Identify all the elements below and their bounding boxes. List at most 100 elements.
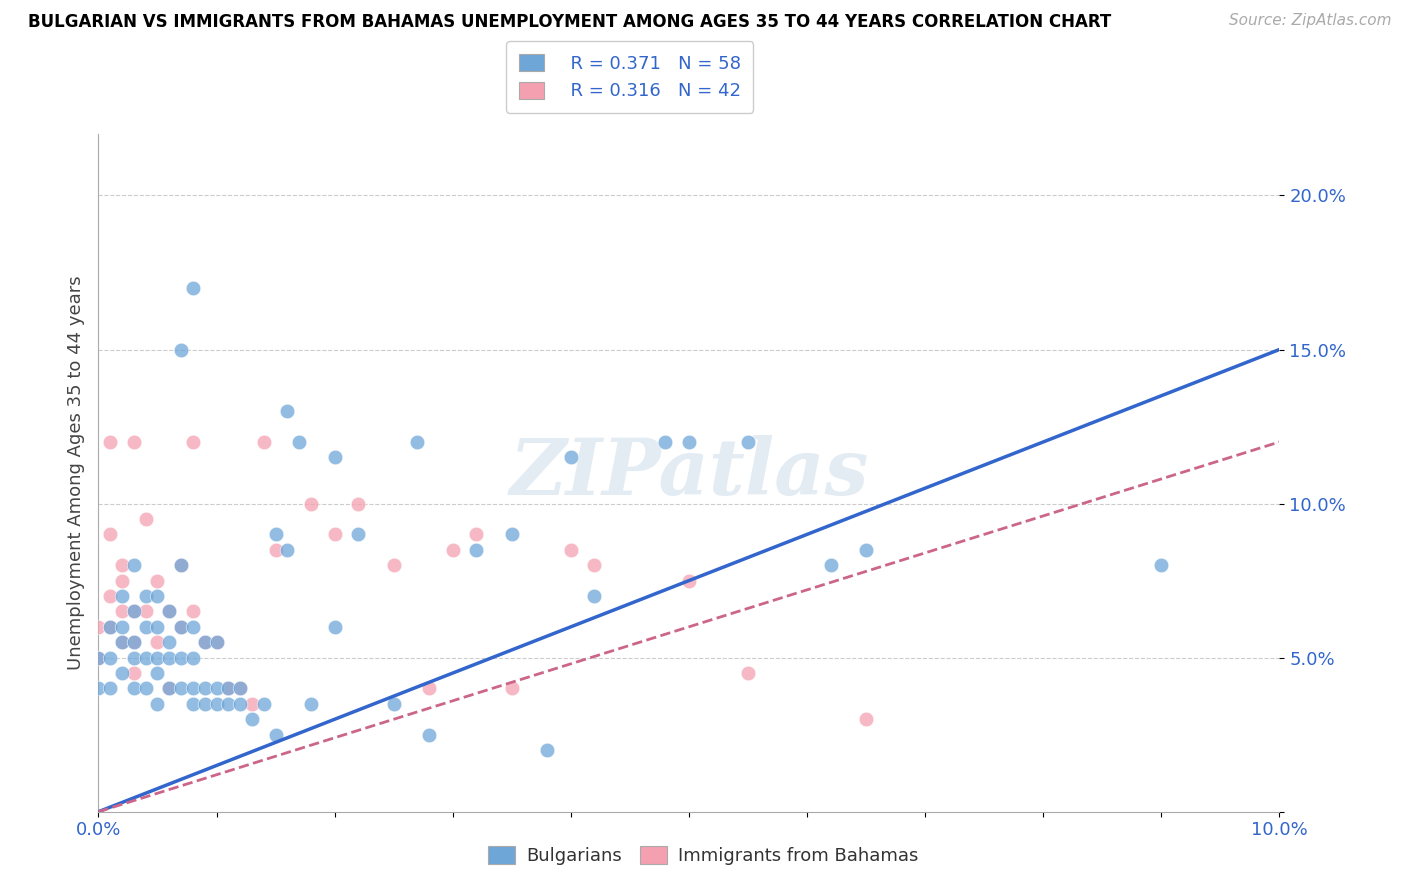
Point — [122, 604, 145, 618]
Point — [181, 604, 204, 618]
Point — [98, 589, 121, 603]
Point — [560, 542, 582, 557]
Point — [382, 558, 405, 573]
Point — [583, 558, 606, 573]
Point — [406, 434, 429, 449]
Point — [181, 650, 204, 665]
Point — [347, 527, 370, 541]
Point — [217, 681, 239, 696]
Point — [157, 635, 180, 649]
Point — [229, 697, 252, 711]
Point — [418, 728, 440, 742]
Point — [560, 450, 582, 465]
Point — [170, 681, 193, 696]
Point — [146, 620, 169, 634]
Point — [146, 589, 169, 603]
Point — [737, 434, 759, 449]
Point — [323, 450, 346, 465]
Point — [122, 681, 145, 696]
Point — [122, 434, 145, 449]
Point — [122, 635, 145, 649]
Point — [217, 697, 239, 711]
Point — [87, 650, 110, 665]
Point — [1150, 558, 1173, 573]
Point — [170, 620, 193, 634]
Point — [323, 620, 346, 634]
Y-axis label: Unemployment Among Ages 35 to 44 years: Unemployment Among Ages 35 to 44 years — [66, 276, 84, 670]
Point — [157, 681, 180, 696]
Point — [111, 558, 134, 573]
Point — [122, 635, 145, 649]
Point — [146, 650, 169, 665]
Point — [181, 620, 204, 634]
Point — [146, 574, 169, 588]
Point — [194, 681, 217, 696]
Point — [170, 558, 193, 573]
Point — [465, 527, 488, 541]
Point — [170, 558, 193, 573]
Point — [194, 635, 217, 649]
Text: BULGARIAN VS IMMIGRANTS FROM BAHAMAS UNEMPLOYMENT AMONG AGES 35 TO 44 YEARS CORR: BULGARIAN VS IMMIGRANTS FROM BAHAMAS UNE… — [28, 13, 1111, 31]
Point — [323, 527, 346, 541]
Point — [299, 497, 322, 511]
Point — [111, 620, 134, 634]
Point — [737, 666, 759, 681]
Point — [418, 681, 440, 696]
Point — [146, 697, 169, 711]
Point — [194, 697, 217, 711]
Point — [347, 497, 370, 511]
Point — [181, 697, 204, 711]
Point — [194, 635, 217, 649]
Point — [135, 681, 157, 696]
Point — [441, 542, 464, 557]
Point — [122, 604, 145, 618]
Point — [170, 620, 193, 634]
Point — [98, 620, 121, 634]
Point — [820, 558, 842, 573]
Point — [87, 620, 110, 634]
Point — [122, 666, 145, 681]
Point — [855, 712, 877, 726]
Point — [87, 650, 110, 665]
Point — [111, 589, 134, 603]
Point — [501, 527, 523, 541]
Point — [135, 512, 157, 526]
Point — [501, 681, 523, 696]
Point — [240, 712, 263, 726]
Point — [111, 666, 134, 681]
Point — [264, 542, 287, 557]
Point — [205, 681, 228, 696]
Point — [98, 620, 121, 634]
Point — [98, 434, 121, 449]
Point — [135, 589, 157, 603]
Point — [276, 542, 298, 557]
Point — [181, 281, 204, 295]
Point — [146, 666, 169, 681]
Point — [678, 434, 700, 449]
Point — [111, 604, 134, 618]
Point — [146, 635, 169, 649]
Point — [181, 434, 204, 449]
Point — [122, 558, 145, 573]
Point — [855, 542, 877, 557]
Text: Source: ZipAtlas.com: Source: ZipAtlas.com — [1229, 13, 1392, 29]
Point — [299, 697, 322, 711]
Point — [181, 681, 204, 696]
Point — [157, 604, 180, 618]
Point — [111, 635, 134, 649]
Point — [678, 574, 700, 588]
Point — [205, 635, 228, 649]
Point — [135, 620, 157, 634]
Point — [111, 635, 134, 649]
Point — [264, 527, 287, 541]
Point — [157, 604, 180, 618]
Point — [205, 697, 228, 711]
Point — [111, 574, 134, 588]
Point — [135, 604, 157, 618]
Point — [382, 697, 405, 711]
Text: ZIPatlas: ZIPatlas — [509, 434, 869, 511]
Legend:   R = 0.371   N = 58,   R = 0.316   N = 42: R = 0.371 N = 58, R = 0.316 N = 42 — [506, 41, 754, 113]
Point — [98, 527, 121, 541]
Point — [98, 650, 121, 665]
Point — [264, 728, 287, 742]
